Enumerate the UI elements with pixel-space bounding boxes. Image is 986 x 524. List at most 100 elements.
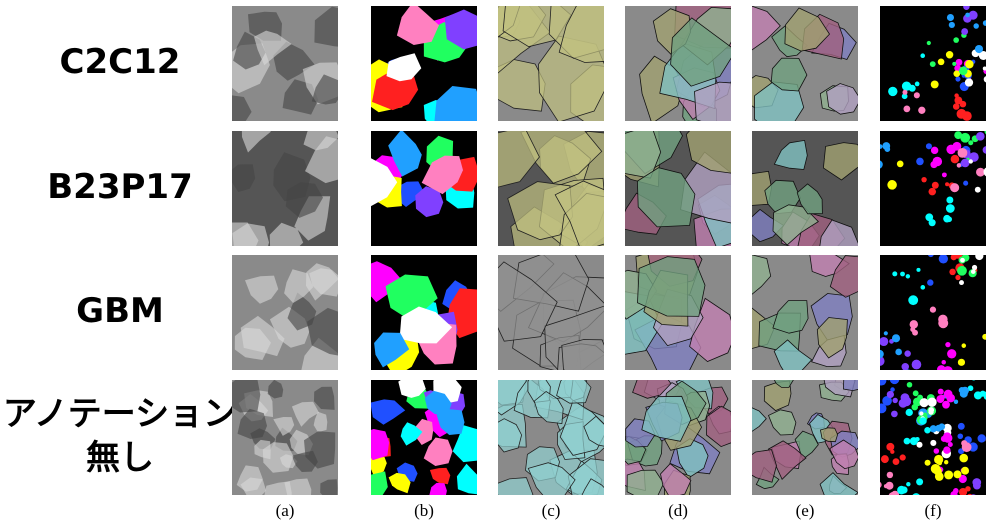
image-cell (734, 251, 872, 378)
image-cell (358, 255, 484, 378)
speckle (927, 398, 936, 407)
speckle (954, 470, 962, 478)
speckle (943, 446, 950, 453)
figure: C2C12B23P17GBMアノテーション無し(a)(b)(c)(d)(e)(f… (0, 0, 986, 524)
speckle (920, 53, 925, 58)
column-label: (f) (925, 501, 942, 520)
speckle (972, 265, 977, 270)
speckle (975, 187, 981, 193)
speckle (938, 389, 944, 395)
speckle (927, 279, 933, 285)
speckle (958, 423, 965, 430)
speckle (874, 160, 882, 168)
speckle (976, 132, 985, 141)
image-cell (735, 131, 872, 263)
segment (638, 257, 706, 317)
speckle (892, 398, 897, 403)
speckle (873, 161, 879, 167)
speckle (912, 493, 921, 502)
speckle (967, 494, 973, 500)
segment (320, 479, 337, 500)
speckle (928, 251, 934, 257)
segment (562, 340, 609, 383)
speckle (961, 159, 970, 168)
speckle (972, 503, 978, 509)
speckle (868, 170, 876, 178)
speckle (926, 143, 932, 149)
speckle (925, 460, 931, 466)
segment (493, 478, 533, 515)
speckle (906, 482, 910, 486)
speckle (957, 163, 961, 167)
speckle (900, 495, 905, 500)
speckle (871, 161, 876, 166)
image-cell (232, 255, 354, 390)
speckle (940, 248, 945, 253)
speckle (900, 272, 905, 277)
segment (627, 470, 664, 499)
speckle (969, 159, 973, 163)
speckle (907, 382, 913, 388)
speckle (891, 411, 898, 418)
speckle (903, 106, 910, 113)
speckle (963, 4, 969, 10)
speckle (921, 177, 926, 182)
speckle (956, 59, 963, 66)
column-label: (c) (542, 501, 561, 520)
speckle (965, 60, 973, 68)
speckle (943, 433, 952, 442)
speckle (958, 148, 968, 158)
speckle (930, 307, 936, 313)
speckle (920, 285, 925, 290)
speckle (944, 470, 953, 479)
image-cell (857, 126, 986, 246)
segment (359, 429, 389, 460)
image-cell (214, 6, 357, 127)
speckle (960, 258, 965, 263)
speckle (900, 122, 905, 127)
speckle (947, 14, 954, 21)
image-cell (625, 0, 752, 134)
speckle (971, 269, 976, 274)
speckle (949, 22, 955, 28)
speckle (886, 443, 894, 451)
row-label: B23P17 (47, 167, 192, 207)
speckle (930, 440, 936, 446)
speckle (932, 182, 939, 189)
speckle (884, 331, 888, 335)
speckle (916, 268, 920, 272)
speckle (955, 76, 960, 81)
speckle (942, 172, 947, 177)
speckle (906, 274, 910, 278)
speckle (938, 58, 945, 65)
speckle (931, 80, 939, 88)
segment (557, 369, 591, 403)
speckle (950, 183, 959, 192)
image-cell (732, 6, 860, 135)
speckle (946, 51, 953, 58)
speckle (936, 395, 944, 403)
speckle (897, 161, 904, 168)
speckle (887, 180, 897, 190)
speckle (975, 45, 983, 53)
speckle (946, 216, 952, 222)
speckle (957, 495, 962, 500)
speckle (941, 360, 945, 364)
speckle (958, 359, 965, 366)
speckle (934, 448, 940, 454)
speckle (945, 342, 950, 347)
image-cell (358, 2, 484, 134)
image-cell (598, 241, 735, 384)
speckle (962, 343, 967, 348)
speckle (978, 502, 986, 512)
speckle (960, 133, 970, 143)
image-cell (875, 236, 986, 381)
image-cell (468, 0, 635, 128)
segment (695, 82, 753, 128)
speckle (912, 360, 922, 370)
speckle (879, 337, 888, 346)
speckle (950, 491, 957, 498)
speckle (904, 350, 910, 356)
speckle (973, 23, 978, 28)
speckle (930, 61, 936, 67)
